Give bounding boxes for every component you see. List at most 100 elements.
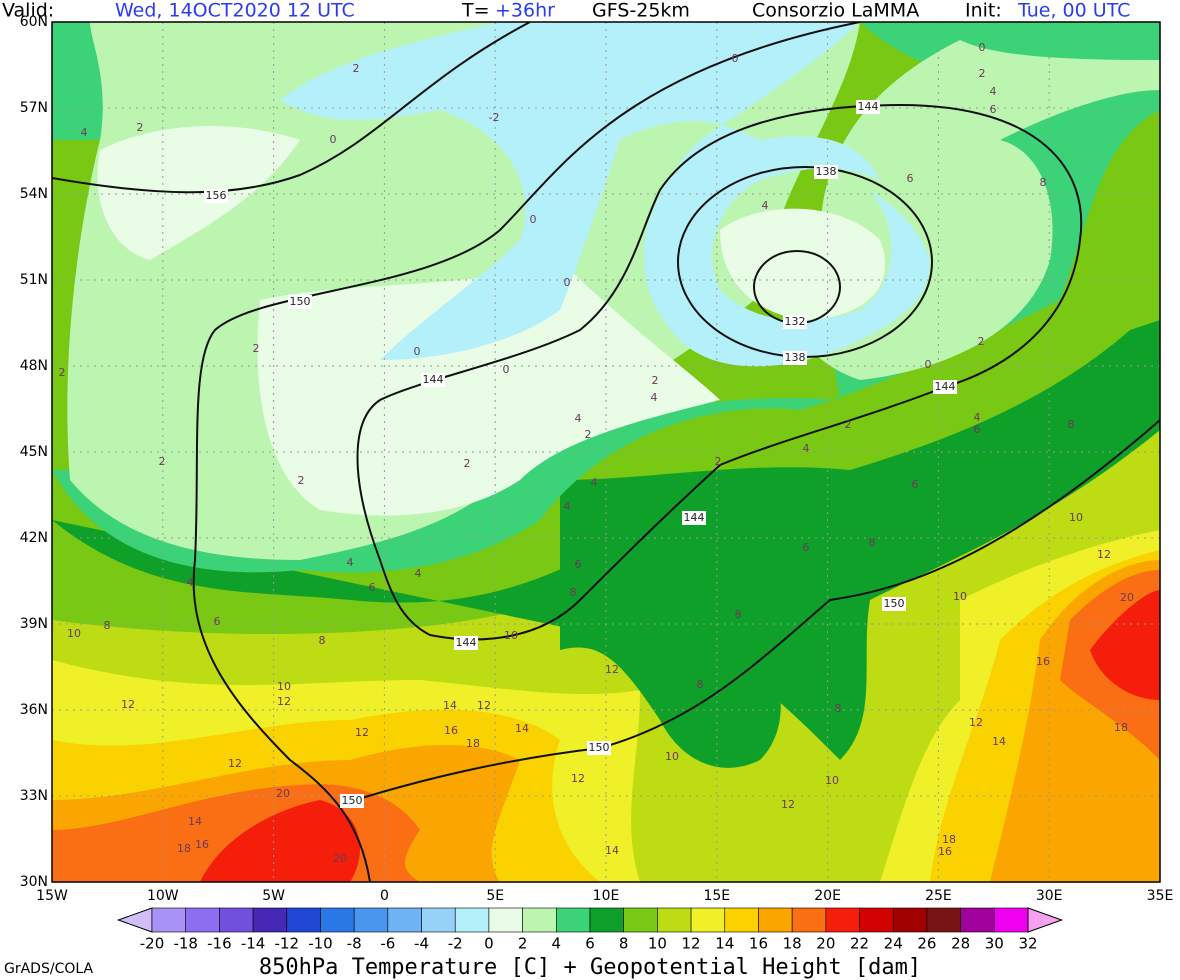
contour-line bbox=[356, 103, 1083, 641]
temperature-label: 0 bbox=[979, 41, 986, 54]
colorbar-box bbox=[219, 907, 254, 933]
map-frame bbox=[51, 21, 1161, 883]
temperature-label: 4 bbox=[762, 199, 769, 212]
temperature-label: 12 bbox=[605, 663, 619, 676]
height-label-box bbox=[856, 100, 880, 114]
lat-label: 39N bbox=[20, 616, 48, 632]
colorbar-tick-label: -8 bbox=[347, 935, 362, 953]
colorbar-tick-label: 4 bbox=[552, 935, 562, 953]
colorbar-tick-label: 16 bbox=[749, 935, 768, 953]
colorbar-box bbox=[994, 907, 1029, 933]
model-name: GFS-25km bbox=[592, 0, 690, 22]
temperature-label: 8 bbox=[869, 536, 876, 549]
temperature-label: 2 bbox=[979, 67, 986, 80]
lon-label: 30E bbox=[1036, 888, 1063, 904]
temperature-label: -2 bbox=[489, 111, 500, 124]
colorbar-box bbox=[421, 907, 456, 933]
colorbar-box bbox=[353, 907, 389, 933]
height-label-box bbox=[288, 295, 312, 309]
temperature-label: 0 bbox=[732, 52, 739, 65]
temperature-label: 10 bbox=[277, 680, 291, 693]
temperature-label: 4 bbox=[564, 500, 571, 513]
temperature-label: 8 bbox=[1040, 176, 1047, 189]
temperature-label: 2 bbox=[845, 418, 852, 431]
lon-label: 5E bbox=[486, 888, 504, 904]
colorbar-triangle bbox=[1027, 907, 1064, 933]
temperature-label: 4 bbox=[990, 85, 997, 98]
colorbar-box bbox=[724, 907, 759, 933]
temperature-label: 16 bbox=[1036, 655, 1050, 668]
colorbar-tick-label: 22 bbox=[850, 935, 869, 953]
height-label: 150 bbox=[290, 295, 311, 308]
temperature-label: 4 bbox=[803, 442, 810, 455]
valid-label: Valid: bbox=[2, 0, 54, 22]
temperature-label: 6 bbox=[990, 103, 997, 116]
lat-label: 51N bbox=[20, 272, 48, 288]
temperature-label: 16 bbox=[444, 724, 458, 737]
temperature-label: 2 bbox=[159, 455, 166, 468]
temperature-label: 4 bbox=[591, 476, 598, 489]
temperature-label: 6 bbox=[803, 541, 810, 554]
lon-label: 20E bbox=[814, 888, 841, 904]
colorbar-tick-label: 30 bbox=[985, 935, 1004, 953]
colorbar-tick-label: -18 bbox=[173, 935, 198, 953]
colorbar-tick-label: 8 bbox=[619, 935, 629, 953]
colorbar-tick-label: 2 bbox=[518, 935, 528, 953]
temperature-label: 10 bbox=[953, 590, 967, 603]
temperature-label: 6 bbox=[575, 558, 582, 571]
colorbar-box bbox=[892, 907, 928, 933]
temperature-label: 18 bbox=[466, 737, 480, 750]
temperature-label: 2 bbox=[978, 335, 985, 348]
lon-label: 0 bbox=[380, 888, 389, 904]
temperature-label: 0 bbox=[330, 133, 337, 146]
height-label-box bbox=[454, 636, 478, 650]
colorbar-box bbox=[454, 907, 490, 933]
grid bbox=[52, 22, 1160, 882]
height-label: 144 bbox=[858, 100, 879, 113]
temperature-label: 4 bbox=[575, 412, 582, 425]
temperature-label: 12 bbox=[969, 716, 983, 729]
lon-label: 25E bbox=[925, 888, 952, 904]
colorbar-box bbox=[320, 907, 355, 933]
colorbar-box bbox=[185, 907, 220, 933]
height-label-box bbox=[204, 189, 228, 203]
lat-label: 33N bbox=[20, 788, 48, 804]
colorbar-box bbox=[791, 907, 827, 933]
colorbar-triangle bbox=[116, 907, 153, 933]
colorbar-box bbox=[623, 907, 658, 933]
contour-line bbox=[52, 22, 531, 194]
height-label: 144 bbox=[456, 636, 477, 649]
height-label: 150 bbox=[342, 794, 363, 807]
temperature-label: 14 bbox=[992, 735, 1006, 748]
temperature-label: 4 bbox=[651, 391, 658, 404]
height-label-box bbox=[783, 351, 807, 365]
temperature-label: 10 bbox=[1069, 511, 1083, 524]
height-label: 132 bbox=[785, 315, 806, 328]
temperature-label: 8 bbox=[735, 608, 742, 621]
temperature-label: 6 bbox=[369, 581, 376, 594]
temperature-label: 14 bbox=[515, 722, 529, 735]
colorbar-tick-label: -4 bbox=[414, 935, 429, 953]
temperature-label: 6 bbox=[974, 423, 981, 436]
temperature-label: 2 bbox=[464, 457, 471, 470]
lat-label: 54N bbox=[20, 186, 48, 202]
height-label-box bbox=[814, 165, 838, 179]
temperature-label: 2 bbox=[59, 366, 66, 379]
colorbar-tick-label: -20 bbox=[140, 935, 165, 953]
temperature-label: 2 bbox=[298, 474, 305, 487]
colorbar-box bbox=[151, 907, 186, 933]
colorbar-tick-label: 26 bbox=[917, 935, 936, 953]
colorbar-box bbox=[926, 907, 961, 933]
colorbar-box bbox=[252, 907, 288, 933]
colorbar-tick-label: 12 bbox=[682, 935, 701, 953]
lon-label: 10E bbox=[593, 888, 620, 904]
contour-line bbox=[351, 419, 1160, 802]
height-label-box bbox=[783, 315, 807, 329]
temperature-label: 0 bbox=[530, 213, 537, 226]
temperature-label: 4 bbox=[974, 411, 981, 424]
temperature-label: 4 bbox=[415, 567, 422, 580]
colorbar-box bbox=[522, 907, 557, 933]
height-label-box bbox=[882, 597, 906, 611]
